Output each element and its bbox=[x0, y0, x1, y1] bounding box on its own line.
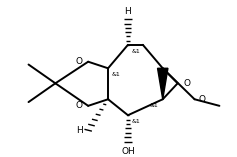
Text: O: O bbox=[75, 57, 82, 66]
Polygon shape bbox=[158, 68, 168, 99]
Text: O: O bbox=[199, 95, 205, 104]
Text: &1: &1 bbox=[112, 72, 121, 77]
Text: OH: OH bbox=[121, 147, 135, 156]
Text: &1: &1 bbox=[150, 103, 159, 108]
Text: O: O bbox=[75, 101, 82, 110]
Text: H: H bbox=[77, 126, 83, 135]
Text: &1: &1 bbox=[132, 49, 141, 54]
Text: H: H bbox=[125, 7, 131, 16]
Text: &1: &1 bbox=[132, 119, 141, 124]
Text: O: O bbox=[184, 79, 191, 88]
